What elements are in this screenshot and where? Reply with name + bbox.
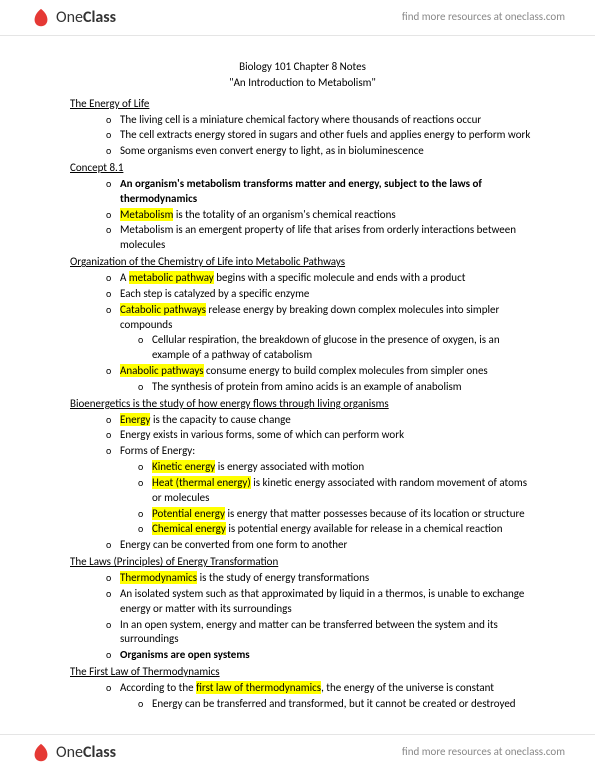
document-body: Biology 101 Chapter 8 Notes "An Introduc…	[70, 60, 535, 726]
highlighted-term: Energy	[120, 413, 150, 426]
note-bullet: An isolated system such as that approxim…	[106, 587, 535, 617]
brand-name: OneClass	[56, 7, 116, 29]
note-bullet: Energy can be transferred and transforme…	[138, 697, 535, 712]
highlighted-term: Catabolic pathways	[120, 303, 206, 316]
section-heading: The Laws (Principles) of Energy Transfor…	[70, 555, 535, 570]
brand-name-footer: OneClass	[56, 742, 116, 764]
section-heading: Bioenergetics is the study of how energy…	[70, 397, 535, 412]
note-bullet: Metabolism is the totality of an organis…	[106, 208, 535, 223]
note-bullet: Chemical energy is potential energy avai…	[138, 522, 535, 537]
section-heading: The First Law of Thermodynamics	[70, 665, 535, 680]
header-bar: OneClass find more resources at oneclass…	[0, 0, 595, 36]
footer-bar: OneClass find more resources at oneclass…	[0, 734, 595, 770]
note-bullet: The cell extracts energy stored in sugar…	[106, 128, 535, 143]
note-bullet: In an open system, energy and matter can…	[106, 618, 535, 648]
note-bullet: Metabolism is an emergent property of li…	[106, 223, 535, 253]
note-bullet: Energy is the capacity to cause change	[106, 413, 535, 428]
footer-tagline[interactable]: find more resources at oneclass.com	[402, 745, 565, 760]
note-bullet: Forms of Energy:	[106, 444, 535, 459]
note-bullet: Catabolic pathways release energy by bre…	[106, 303, 535, 333]
note-bullet: Energy can be converted from one form to…	[106, 538, 535, 553]
highlighted-term: metabolic pathway	[129, 271, 214, 284]
highlighted-term: first law of thermodynamics	[196, 681, 321, 694]
brand-logo-footer[interactable]: OneClass	[30, 742, 116, 764]
note-bullet: The living cell is a miniature chemical …	[106, 113, 535, 128]
note-bullet: An organism's metabolism transforms matt…	[106, 177, 535, 207]
note-bullet: Each step is catalyzed by a specific enz…	[106, 287, 535, 302]
highlighted-term: Heat (thermal energy)	[152, 476, 251, 489]
note-bullet: Kinetic energy is energy associated with…	[138, 460, 535, 475]
section-heading: Organization of the Chemistry of Life in…	[70, 255, 535, 270]
note-bullet: A metabolic pathway begins with a specif…	[106, 271, 535, 286]
leaf-icon	[30, 742, 52, 764]
highlighted-term: Kinetic energy	[152, 460, 215, 473]
note-bullet: Some organisms even convert energy to li…	[106, 144, 535, 159]
note-bullet: Potential energy is energy that matter p…	[138, 507, 535, 522]
note-bullet: According to the first law of thermodyna…	[106, 681, 535, 696]
highlighted-term: Chemical energy	[152, 522, 226, 535]
page-subtitle: "An Introduction to Metabolism"	[70, 76, 535, 91]
section-heading: Concept 8.1	[70, 161, 535, 176]
highlighted-term: Thermodynamics	[120, 571, 197, 584]
leaf-icon	[30, 7, 52, 29]
highlighted-term: Metabolism	[120, 208, 173, 221]
note-bullet: Heat (thermal energy) is kinetic energy …	[138, 476, 535, 506]
note-bullet: Cellular respiration, the breakdown of g…	[138, 333, 535, 363]
header-tagline[interactable]: find more resources at oneclass.com	[402, 10, 565, 25]
section-heading: The Energy of Life	[70, 97, 535, 112]
note-bullet: Energy exists in various forms, some of …	[106, 428, 535, 443]
highlighted-term: Anabolic pathways	[120, 364, 204, 377]
note-bullet: Thermodynamics is the study of energy tr…	[106, 571, 535, 586]
page-title: Biology 101 Chapter 8 Notes	[70, 60, 535, 75]
note-bullet: Organisms are open systems	[106, 648, 535, 663]
brand-logo[interactable]: OneClass	[30, 7, 116, 29]
highlighted-term: Potential energy	[152, 507, 225, 520]
note-bullet: Anabolic pathways consume energy to buil…	[106, 364, 535, 379]
note-bullet: The synthesis of protein from amino acid…	[138, 380, 535, 395]
